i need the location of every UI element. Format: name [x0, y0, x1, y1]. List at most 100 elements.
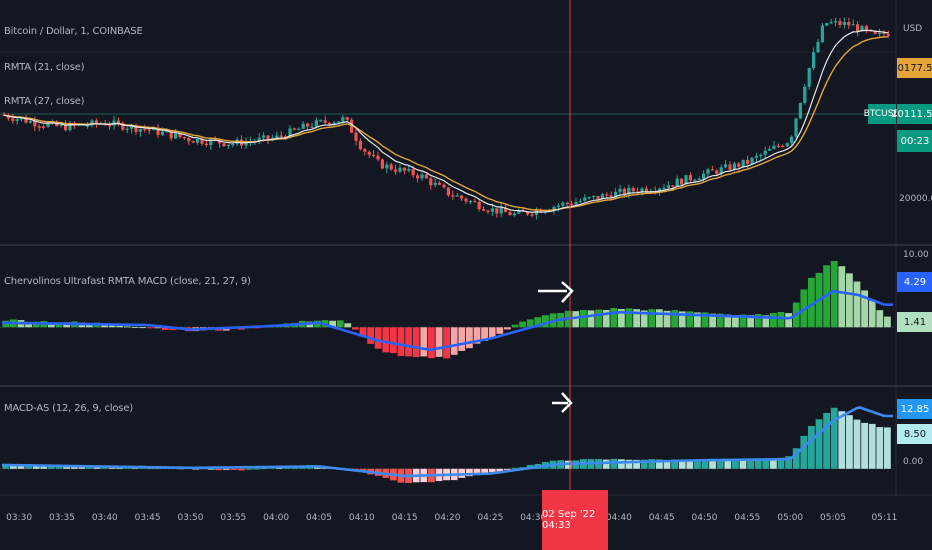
candle-body[interactable]: [878, 32, 882, 34]
histogram-bar[interactable]: [640, 459, 648, 469]
histogram-bar[interactable]: [884, 316, 891, 328]
histogram-bar[interactable]: [808, 277, 815, 328]
ma-legend-fast[interactable]: RMTA (21, close): [4, 62, 85, 73]
candle-body[interactable]: [552, 206, 556, 211]
candle-body[interactable]: [680, 178, 684, 185]
candle-body[interactable]: [68, 123, 72, 131]
candle-body[interactable]: [328, 122, 332, 125]
histogram-bar[interactable]: [754, 314, 762, 328]
histogram-bar[interactable]: [602, 309, 610, 328]
histogram-bar[interactable]: [329, 320, 336, 328]
histogram-bar[interactable]: [519, 321, 526, 328]
candle-body[interactable]: [517, 210, 521, 214]
candle-body[interactable]: [468, 201, 472, 203]
histogram-bar[interactable]: [678, 311, 686, 328]
candle-body[interactable]: [719, 167, 723, 174]
histogram-bar[interactable]: [830, 407, 838, 469]
histogram-bar[interactable]: [542, 315, 549, 328]
histogram-bar[interactable]: [222, 468, 230, 470]
candle-body[interactable]: [662, 187, 666, 189]
candle-body[interactable]: [763, 150, 767, 155]
histogram-bar[interactable]: [686, 311, 694, 328]
histogram-bar[interactable]: [435, 327, 443, 357]
candle-body[interactable]: [605, 194, 609, 196]
candle-body[interactable]: [380, 159, 384, 169]
candle-body[interactable]: [803, 86, 807, 103]
candle-body[interactable]: [644, 188, 648, 192]
histogram-bar[interactable]: [481, 327, 488, 341]
arrow-annotation-1[interactable]: [538, 281, 574, 303]
candle-body[interactable]: [42, 126, 46, 128]
candle-body[interactable]: [539, 210, 543, 213]
candle-body[interactable]: [455, 195, 459, 197]
candle-body[interactable]: [306, 123, 310, 127]
signal-line[interactable]: [1, 289, 893, 352]
signal-line[interactable]: [1, 406, 893, 478]
histogram-bar[interactable]: [868, 300, 876, 328]
candle-body[interactable]: [776, 145, 780, 147]
candle-body[interactable]: [600, 194, 604, 199]
candle-body[interactable]: [697, 178, 701, 181]
histogram-bar[interactable]: [732, 315, 739, 328]
candle-body[interactable]: [438, 182, 442, 185]
candle-body[interactable]: [622, 188, 626, 195]
candle-body[interactable]: [433, 182, 437, 186]
candle-body[interactable]: [160, 131, 164, 135]
candle-body[interactable]: [284, 136, 288, 138]
histogram-bar[interactable]: [732, 460, 739, 469]
candle-body[interactable]: [244, 141, 248, 146]
candle-body[interactable]: [873, 30, 877, 34]
histogram-bar[interactable]: [846, 273, 853, 328]
candle-body[interactable]: [59, 124, 63, 126]
candle-body[interactable]: [152, 127, 156, 131]
histogram-bar[interactable]: [884, 427, 891, 469]
candle-body[interactable]: [675, 178, 679, 187]
histogram-bar[interactable]: [359, 468, 367, 471]
candle-body[interactable]: [834, 21, 838, 23]
candle-body[interactable]: [495, 208, 499, 214]
macd-as-pane[interactable]: [0, 406, 896, 484]
histogram-bar[interactable]: [602, 459, 610, 469]
candle-body[interactable]: [46, 123, 50, 127]
candle-body[interactable]: [451, 195, 455, 197]
candle-body[interactable]: [385, 164, 389, 169]
candle-body[interactable]: [143, 128, 147, 131]
histogram-bar[interactable]: [390, 327, 397, 354]
candle-body[interactable]: [688, 175, 692, 181]
candle-body[interactable]: [609, 195, 613, 199]
candle-body[interactable]: [460, 195, 464, 199]
candle-body[interactable]: [165, 131, 169, 133]
histogram-bar[interactable]: [625, 459, 633, 469]
candle-body[interactable]: [262, 135, 266, 138]
candle-body[interactable]: [301, 123, 305, 129]
histogram-bar[interactable]: [686, 460, 694, 469]
histogram-bar[interactable]: [678, 460, 686, 469]
candle-body[interactable]: [785, 143, 789, 147]
histogram-bar[interactable]: [633, 459, 640, 469]
candle-body[interactable]: [860, 26, 864, 32]
histogram-bar[interactable]: [215, 468, 222, 471]
candle-body[interactable]: [121, 123, 125, 130]
candle-body[interactable]: [231, 143, 235, 146]
candle-body[interactable]: [174, 133, 178, 139]
candle-body[interactable]: [196, 139, 200, 143]
histogram-bar[interactable]: [405, 327, 412, 357]
candle-body[interactable]: [583, 197, 587, 201]
candle-body[interactable]: [556, 205, 560, 207]
histogram-bar[interactable]: [838, 266, 846, 328]
histogram-bar[interactable]: [40, 465, 48, 469]
histogram-bar[interactable]: [716, 460, 724, 469]
candle-body[interactable]: [561, 202, 565, 206]
histogram-bar[interactable]: [192, 468, 200, 470]
candle-body[interactable]: [275, 135, 279, 138]
arrow-annotation-2[interactable]: [552, 392, 573, 413]
candle-body[interactable]: [820, 25, 824, 42]
histogram-bar[interactable]: [716, 313, 724, 328]
candle-body[interactable]: [768, 148, 772, 151]
histogram-bar[interactable]: [374, 327, 382, 349]
candle-body[interactable]: [486, 210, 490, 212]
histogram-bar[interactable]: [777, 311, 785, 328]
candle-body[interactable]: [838, 21, 842, 25]
histogram-bar[interactable]: [359, 327, 367, 337]
histogram-bar[interactable]: [466, 327, 473, 349]
